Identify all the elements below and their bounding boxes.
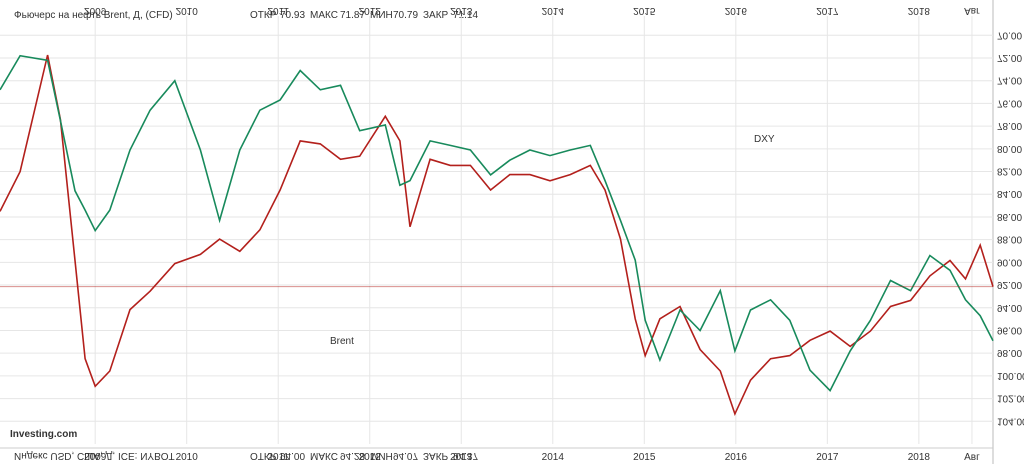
x-tick-label-top: 2018 xyxy=(908,5,931,16)
x-tick-label-top: 2012 xyxy=(359,5,382,16)
y2-tick: 84.00 xyxy=(997,188,1022,199)
y2-tick: 76.00 xyxy=(997,97,1022,108)
y2-tick-label: 80.00 xyxy=(997,143,1022,154)
y2-tick-label: 72.00 xyxy=(997,52,1022,63)
ohlc-value: 94.28 xyxy=(340,450,365,461)
y2-tick: 90.00 xyxy=(997,256,1022,267)
y2-tick-label: 82.00 xyxy=(997,166,1022,177)
top-tick: 2015 xyxy=(633,5,656,16)
x-tick-label-top: 2009 xyxy=(84,5,107,16)
y2-tick: 98.00 xyxy=(997,347,1022,358)
ohlc-value: 94.07 xyxy=(393,450,418,461)
y2-tick: 86.00 xyxy=(997,211,1022,222)
ohlc-value: 70.79 xyxy=(393,10,418,21)
y2-tick: 74.00 xyxy=(997,75,1022,86)
x-tick-label-top: 2013 xyxy=(450,5,473,16)
header: Фьючерс на нефть Brent, Д, (CFD) ОТКР 70.… xyxy=(14,9,478,21)
ohlc-label: ЗАКР xyxy=(423,10,449,21)
ohlc-label: МИН xyxy=(370,10,393,21)
footer-title: Индекс USD, США, Д, ICE: NYBOT xyxy=(14,450,175,461)
y2-tick-label: 88.00 xyxy=(997,234,1022,245)
y2-tick: 88.00 xyxy=(997,234,1022,245)
top-tick: 2009 xyxy=(84,5,107,16)
y2-tick-label: 76.00 xyxy=(997,97,1022,108)
y2-tick-label: 100.00 xyxy=(997,370,1024,381)
x-tick-label-top: 2017 xyxy=(816,5,839,16)
x-tick-label: 2014 xyxy=(542,452,565,463)
y2-tick: 92.00 xyxy=(997,279,1022,290)
x-tick-label: 2017 xyxy=(816,452,839,463)
ohlc-label: МИН xyxy=(370,450,393,461)
ohlc-label: ОТКР xyxy=(250,10,277,21)
y2-tick-label: 90.00 xyxy=(997,256,1022,267)
ohlc-value: 70.93 xyxy=(280,10,305,21)
y2-tick: 102.00 xyxy=(997,393,1024,404)
ohlc-label: МАКС xyxy=(310,450,338,461)
x-tick-label-top: 2014 xyxy=(542,5,565,16)
x-tick-label-top: 2015 xyxy=(633,5,656,16)
ohlc-value: 94.47 xyxy=(453,450,478,461)
y2-tick-label: 92.00 xyxy=(997,279,1022,290)
x-tick-label: 2009 xyxy=(84,452,107,463)
y2-tick-label: 102.00 xyxy=(997,393,1024,404)
y2-tick-label: 74.00 xyxy=(997,75,1022,86)
ohlc-label: ЗАКР xyxy=(423,450,449,461)
x-tick-label-top: 2010 xyxy=(176,5,199,16)
x-tick-label: 2016 xyxy=(725,452,748,463)
top-tick: 2011 xyxy=(267,5,289,16)
x-tick-label: 2013 xyxy=(450,452,473,463)
y2-tick: 72.00 xyxy=(997,52,1022,63)
x-tick-label: 2010 xyxy=(176,452,199,463)
y2-tick-label: 78.00 xyxy=(997,120,1022,131)
x-tick-label: 2011 xyxy=(267,452,289,463)
y2-tick-label: 96.00 xyxy=(997,324,1022,335)
y2-tick: 96.00 xyxy=(997,324,1022,335)
ohlc-value: 71.14 xyxy=(453,10,478,21)
y2-tick: 94.00 xyxy=(997,302,1022,313)
top-tick: 2016 xyxy=(725,5,748,16)
ohlc-label: ОТКР xyxy=(250,450,277,461)
y2-tick-label: 70.00 xyxy=(997,29,1022,40)
top-tick: 2018 xyxy=(908,5,931,16)
y2-tick: 104.00 xyxy=(997,415,1024,426)
header-title: Фьючерс на нефть Brent, Д, (CFD) xyxy=(14,9,173,21)
y2-tick-label: 84.00 xyxy=(997,188,1022,199)
y2-tick: 70.00 xyxy=(997,29,1022,40)
top-tick: 2017 xyxy=(816,5,839,16)
x-tick-label-top: 2016 xyxy=(725,5,748,16)
y2-tick-label: 86.00 xyxy=(997,211,1022,222)
y2-tick-label: 104.00 xyxy=(997,415,1024,426)
x-tick-label: 2012 xyxy=(359,452,382,463)
y2-tick: 100.00 xyxy=(997,370,1024,381)
y2-tick: 80.00 xyxy=(997,143,1022,154)
ohlc-value: 71.87 xyxy=(340,10,365,21)
x-tick-label-top: Авг xyxy=(964,5,980,16)
ohlc-value: 94.00 xyxy=(280,450,305,461)
top-tick: Авг xyxy=(964,5,980,16)
x-tick-label: Авг xyxy=(964,452,980,463)
top-tick: 2013 xyxy=(450,5,473,16)
x-tick-label: 2018 xyxy=(908,452,931,463)
ohlc-label: МАКС xyxy=(310,10,338,21)
series-label: DXY xyxy=(754,134,775,145)
x-tick-label-top: 2011 xyxy=(267,5,289,16)
x-tick-label: 2015 xyxy=(633,452,656,463)
top-tick: 2014 xyxy=(542,5,565,16)
logo: Investing.com xyxy=(10,429,77,440)
top-tick: 2010 xyxy=(176,5,199,16)
y2-tick-label: 98.00 xyxy=(997,347,1022,358)
series-line xyxy=(0,54,994,392)
series-label: Brent xyxy=(330,336,354,347)
y2-tick: 82.00 xyxy=(997,166,1022,177)
y2-tick-label: 94.00 xyxy=(997,302,1022,313)
top-tick: 2012 xyxy=(359,5,382,16)
y2-tick: 78.00 xyxy=(997,120,1022,131)
series-line xyxy=(0,54,994,417)
footer: Индекс USD, США, Д, ICE: NYBOT ОТКР 94.00… xyxy=(14,450,478,461)
